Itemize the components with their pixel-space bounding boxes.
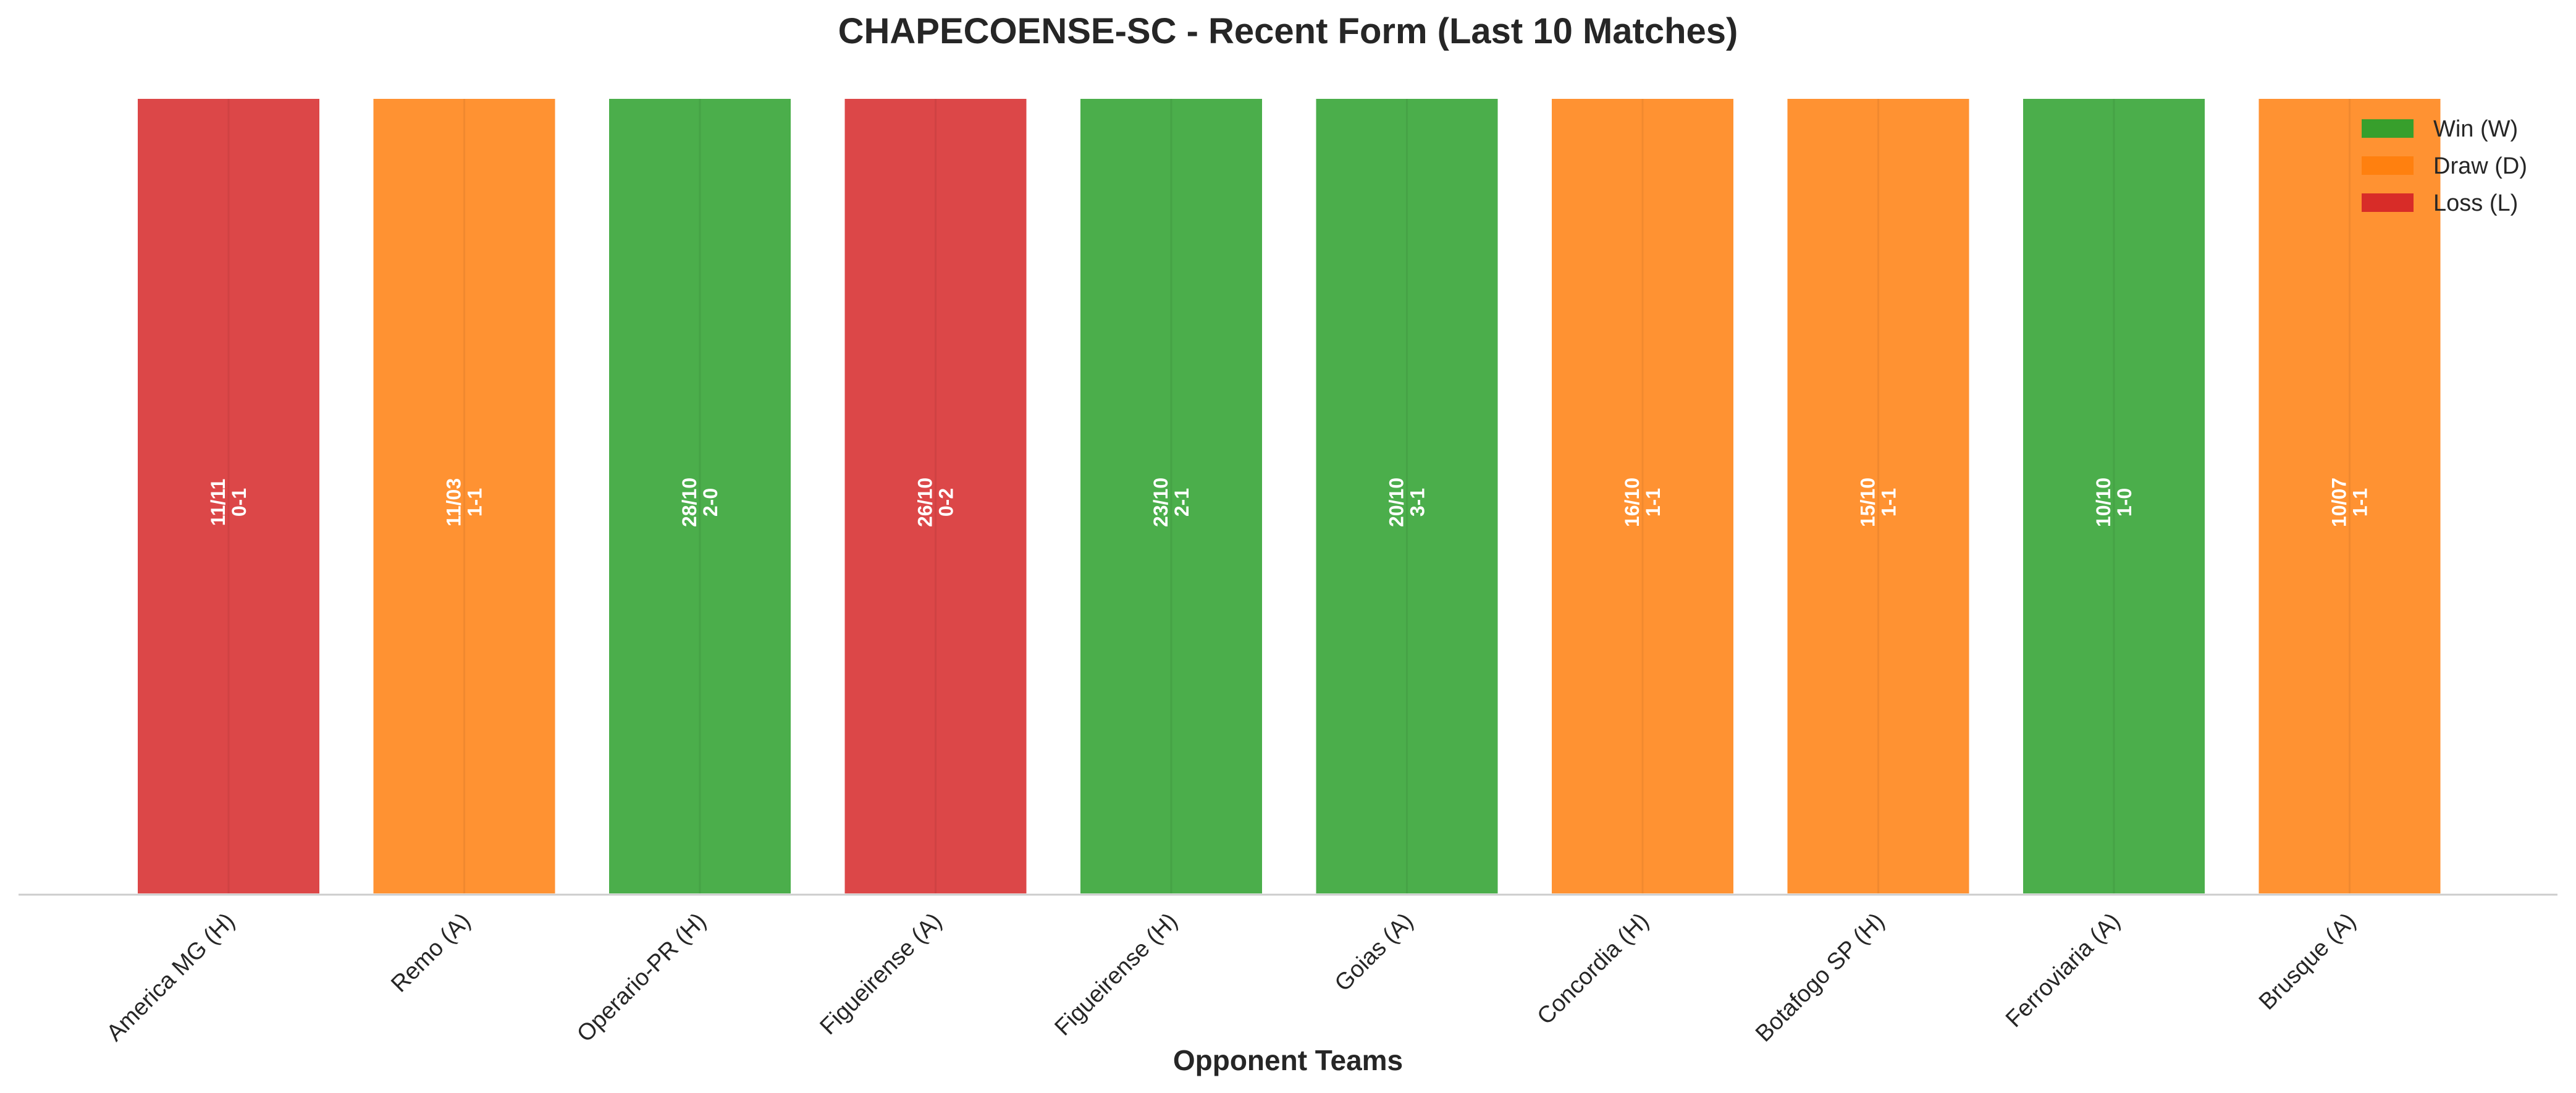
bar-group: 10/101-0 — [2021, 96, 2207, 896]
bar-group: 11/031-1 — [371, 96, 558, 896]
bar-group: 11/110-1 — [135, 96, 322, 896]
bar-data-label: 28/102-0 — [678, 478, 722, 527]
bar-date-label: 23/10 — [1150, 478, 1172, 527]
bar-group: 28/102-0 — [607, 96, 793, 896]
x-tick-label: Concordia (H) — [1533, 908, 1654, 1030]
bar-score-label: 2-1 — [1171, 488, 1193, 517]
bar — [607, 96, 793, 896]
x-tick-label: America MG (H) — [102, 908, 240, 1047]
bar-data-label: 15/101-1 — [1857, 478, 1900, 527]
bar-date-label: 16/10 — [1621, 478, 1643, 527]
legend-swatch — [2362, 156, 2414, 175]
x-tick-label: Ferroviaria (A) — [2001, 908, 2125, 1032]
bar-date-label: 15/10 — [1857, 478, 1879, 527]
x-tick-label: Operario-PR (H) — [572, 908, 711, 1047]
bar-group: 26/100-2 — [842, 96, 1029, 896]
bar-date-label: 10/07 — [2328, 478, 2351, 527]
legend-swatch — [2362, 193, 2414, 212]
legend-item: Win (W) — [2362, 116, 2518, 142]
bar-date-label: 28/10 — [678, 478, 701, 527]
legend-item: Loss (L) — [2362, 190, 2518, 216]
bar-data-label: 16/101-1 — [1621, 478, 1664, 527]
bar-data-label: 23/102-1 — [1150, 478, 1193, 527]
bar-score-label: 0-2 — [935, 488, 958, 517]
bar-group: 20/103-1 — [1313, 96, 1501, 896]
bar-group: 23/102-1 — [1078, 96, 1265, 896]
bar-date-label: 20/10 — [1386, 478, 1408, 527]
x-tick-label: Figueirense (A) — [815, 908, 947, 1040]
chart-title: CHAPECOENSE-SC - Recent Form (Last 10 Ma… — [838, 11, 1738, 51]
bar — [2256, 96, 2443, 896]
bar-data-label: 20/103-1 — [1386, 478, 1429, 527]
bar — [842, 96, 1029, 896]
x-tick-label: Remo (A) — [386, 908, 476, 998]
bar-group: 16/101-1 — [1549, 96, 1736, 896]
bar-score-label: 1-0 — [2113, 488, 2136, 517]
bar-date-label: 26/10 — [914, 478, 937, 527]
x-axis-label: Opponent Teams — [1173, 1044, 1403, 1076]
bar-score-label: 3-1 — [1407, 488, 1429, 517]
x-tick-label: Goias (A) — [1330, 908, 1418, 997]
bar-data-label: 26/100-2 — [914, 478, 958, 527]
legend-label: Loss (L) — [2433, 190, 2518, 216]
bar-date-label: 11/03 — [443, 478, 465, 526]
bar-data-label: 11/031-1 — [443, 478, 486, 526]
bar-group: 10/071-1 — [2256, 96, 2443, 896]
x-tick-labels: America MG (H) Remo (A) Operario-PR (H) Fig… — [102, 908, 2361, 1047]
bar-date-label: 10/10 — [2092, 478, 2115, 527]
legend: Win (W) Draw (D) Loss (L) — [2362, 116, 2527, 216]
bar-score-label: 1-1 — [1878, 488, 1900, 517]
bar-score-label: 1-1 — [464, 488, 486, 517]
legend-label: Draw (D) — [2433, 153, 2527, 179]
bar — [1313, 96, 1501, 896]
bar-data-label: 10/071-1 — [2328, 478, 2372, 527]
bar-score-label: 1-1 — [2349, 488, 2372, 517]
bar — [1078, 96, 1265, 896]
bar-group: 15/101-1 — [1785, 96, 1972, 896]
bars-layer: 11/110-1 11/031-1 28/102-0 26/100-2 23/102-1… — [135, 96, 2443, 896]
bar-data-label: 11/110-1 — [207, 479, 250, 526]
x-tick-label: Brusque (A) — [2254, 908, 2361, 1015]
bar-score-label: 1-1 — [1642, 488, 1664, 517]
legend-swatch — [2362, 119, 2414, 138]
bar — [371, 96, 558, 896]
legend-label: Win (W) — [2433, 116, 2518, 142]
bar-score-label: 2-0 — [699, 488, 722, 517]
x-tick-label: Botafogo SP (H) — [1751, 908, 1890, 1047]
bar-score-label: 0-1 — [228, 488, 250, 517]
x-tick-label: Figueirense (H) — [1050, 908, 1183, 1041]
bar-date-label: 11/11 — [207, 479, 229, 526]
legend-item: Draw (D) — [2362, 153, 2527, 179]
bar — [1549, 96, 1736, 896]
bar — [135, 96, 322, 896]
bar-data-label: 10/101-0 — [2092, 478, 2136, 527]
